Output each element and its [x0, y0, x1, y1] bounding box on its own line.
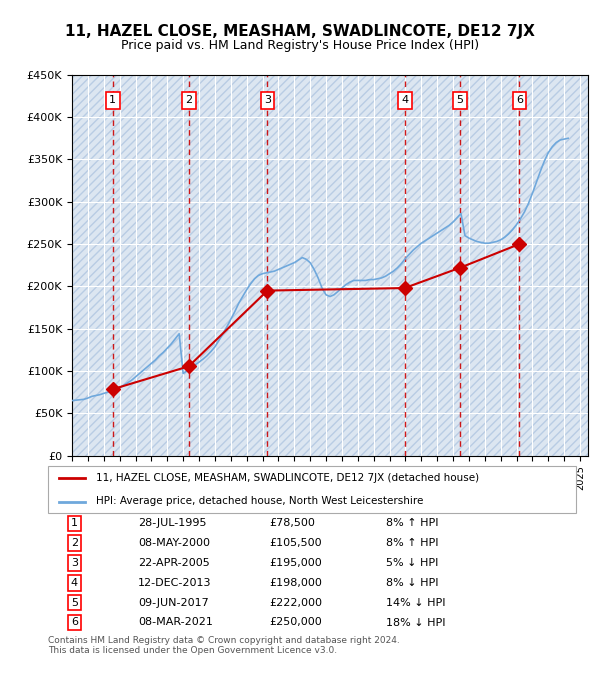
Text: 5: 5	[71, 598, 78, 608]
Text: 3: 3	[71, 558, 78, 568]
Text: £222,000: £222,000	[270, 598, 323, 608]
Text: £195,000: £195,000	[270, 558, 323, 568]
FancyBboxPatch shape	[48, 466, 576, 513]
Text: 14% ↓ HPI: 14% ↓ HPI	[386, 598, 445, 608]
Text: 12-DEC-2013: 12-DEC-2013	[138, 578, 211, 588]
Text: 09-JUN-2017: 09-JUN-2017	[138, 598, 209, 608]
Text: 8% ↑ HPI: 8% ↑ HPI	[386, 538, 439, 548]
Text: 22-APR-2005: 22-APR-2005	[138, 558, 209, 568]
Text: Contains HM Land Registry data © Crown copyright and database right 2024.
This d: Contains HM Land Registry data © Crown c…	[48, 636, 400, 656]
Text: £78,500: £78,500	[270, 518, 316, 528]
Text: £105,500: £105,500	[270, 538, 322, 548]
Text: 2: 2	[71, 538, 78, 548]
Text: 18% ↓ HPI: 18% ↓ HPI	[386, 617, 445, 628]
Text: HPI: Average price, detached house, North West Leicestershire: HPI: Average price, detached house, Nort…	[95, 496, 423, 507]
Text: 5% ↓ HPI: 5% ↓ HPI	[386, 558, 438, 568]
Text: 2: 2	[185, 95, 192, 105]
Text: 11, HAZEL CLOSE, MEASHAM, SWADLINCOTE, DE12 7JX: 11, HAZEL CLOSE, MEASHAM, SWADLINCOTE, D…	[65, 24, 535, 39]
Text: 11, HAZEL CLOSE, MEASHAM, SWADLINCOTE, DE12 7JX (detached house): 11, HAZEL CLOSE, MEASHAM, SWADLINCOTE, D…	[95, 473, 479, 483]
Text: 6: 6	[516, 95, 523, 105]
Text: 8% ↑ HPI: 8% ↑ HPI	[386, 518, 439, 528]
Text: 4: 4	[71, 578, 78, 588]
Text: 1: 1	[109, 95, 116, 105]
Text: 8% ↓ HPI: 8% ↓ HPI	[386, 578, 439, 588]
Text: £198,000: £198,000	[270, 578, 323, 588]
Text: 1: 1	[71, 518, 78, 528]
Text: 3: 3	[264, 95, 271, 105]
Text: £250,000: £250,000	[270, 617, 323, 628]
Text: 28-JUL-1995: 28-JUL-1995	[138, 518, 206, 528]
Text: 5: 5	[457, 95, 464, 105]
Text: 08-MAY-2000: 08-MAY-2000	[138, 538, 210, 548]
Text: Price paid vs. HM Land Registry's House Price Index (HPI): Price paid vs. HM Land Registry's House …	[121, 39, 479, 52]
Text: 6: 6	[71, 617, 78, 628]
Text: 4: 4	[401, 95, 408, 105]
Text: 08-MAR-2021: 08-MAR-2021	[138, 617, 212, 628]
